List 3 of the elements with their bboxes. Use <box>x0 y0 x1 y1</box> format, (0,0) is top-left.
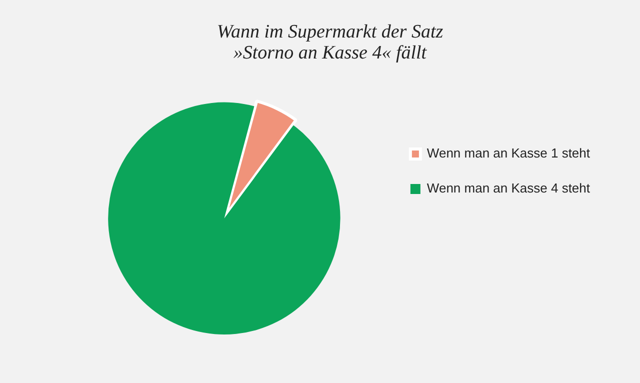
legend-label: Wenn man an Kasse 1 steht <box>426 146 590 161</box>
chart-title: Wann im Supermarkt der Satz »Storno an Kasse 4« fällt <box>216 21 444 64</box>
legend-label: Wenn man an Kasse 4 steht <box>426 180 590 196</box>
